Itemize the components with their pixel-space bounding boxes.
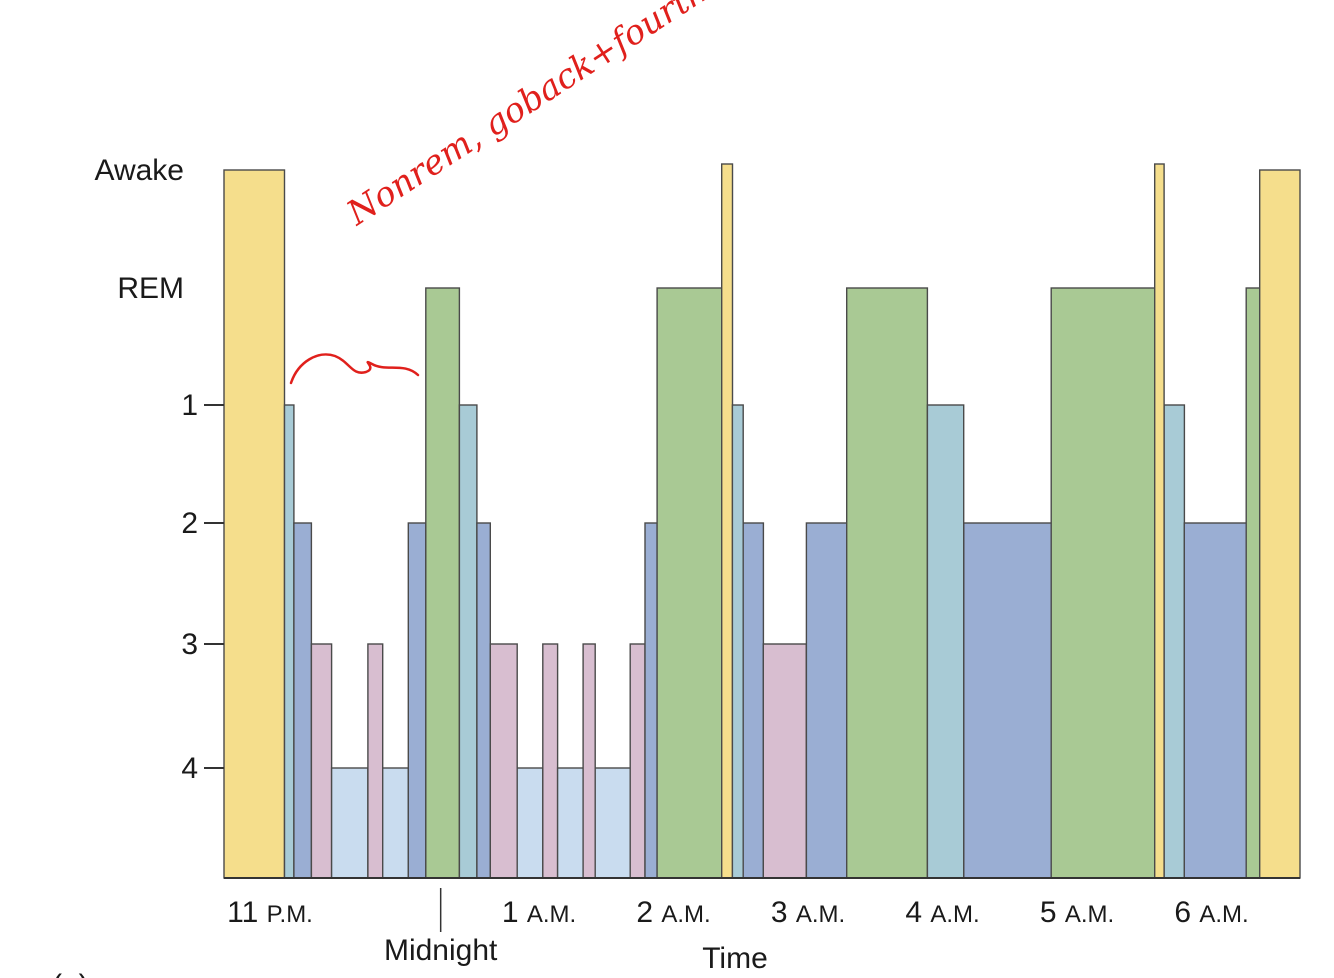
bars-layer bbox=[223, 163, 1301, 879]
bar-segment-3-17 bbox=[629, 643, 646, 879]
bar-segment-2-7 bbox=[407, 522, 427, 879]
bar-segment-2-18 bbox=[644, 522, 658, 879]
bar-segment-4-6 bbox=[382, 767, 410, 879]
x-axis-title: Time bbox=[702, 942, 768, 975]
bar-segment-awake-20 bbox=[721, 163, 734, 879]
y-label-rem: REM bbox=[117, 272, 184, 305]
y-label-1: 1 bbox=[181, 389, 198, 422]
x-tick-label-1: 1 A.M. bbox=[502, 896, 576, 929]
bar-segment-4-4 bbox=[330, 767, 369, 879]
bar-segment-1-1 bbox=[283, 404, 295, 879]
x-tick-label-2: 2 A.M. bbox=[636, 896, 710, 929]
axes-layer bbox=[204, 404, 1300, 932]
bar-segment-rem-8 bbox=[425, 287, 461, 879]
bar-segment-3-3 bbox=[310, 643, 333, 879]
bar-segment-rem-19 bbox=[656, 287, 723, 879]
bar-segment-4-16 bbox=[594, 767, 631, 879]
bar-segment-3-11 bbox=[489, 643, 518, 879]
bar-segment-rem-32 bbox=[1245, 287, 1261, 879]
y-label-4: 4 bbox=[181, 752, 198, 785]
bar-segment-3-5 bbox=[367, 643, 384, 879]
x-tick-label-0: 11 P.M. bbox=[227, 896, 313, 929]
bar-segment-1-9 bbox=[458, 404, 478, 879]
bar-segment-3-15 bbox=[582, 643, 596, 879]
bar-segment-1-30 bbox=[1163, 404, 1186, 879]
panel-label: (a) bbox=[52, 969, 89, 978]
bar-segment-awake-0 bbox=[223, 169, 286, 879]
x-labels-layer: 11 P.M. 1 A.M. 2 A.M. 3 A.M. 4 A.M. 5 A.M. 6 A… bbox=[227, 896, 1249, 967]
y-label-awake: Awake bbox=[94, 154, 184, 187]
y-label-2: 2 bbox=[181, 507, 198, 540]
bar-segment-2-22 bbox=[742, 522, 765, 879]
x-tick-label-5: 5 A.M. bbox=[1040, 896, 1114, 929]
bar-segment-3-23 bbox=[762, 643, 807, 879]
bar-segment-4-14 bbox=[556, 767, 584, 879]
bar-segment-2-31 bbox=[1183, 522, 1247, 879]
bar-segment-1-21 bbox=[731, 404, 744, 879]
x-tick-label-6: 6 A.M. bbox=[1174, 896, 1248, 929]
bar-segment-2-27 bbox=[963, 522, 1052, 879]
x-tick-label-3: 3 A.M. bbox=[771, 896, 845, 929]
y-label-3: 3 bbox=[181, 628, 198, 661]
x-tick-label-4: 4 A.M. bbox=[905, 896, 979, 929]
bar-segment-4-12 bbox=[516, 767, 544, 879]
y-labels-layer: Awake REM 1 2 3 4 bbox=[94, 154, 198, 785]
bar-segment-awake-33 bbox=[1258, 169, 1301, 879]
bar-segment-rem-28 bbox=[1050, 287, 1156, 879]
bar-segment-1-26 bbox=[926, 404, 965, 879]
bar-segment-2-2 bbox=[293, 522, 313, 879]
midnight-label: Midnight bbox=[384, 934, 498, 967]
bar-segment-rem-25 bbox=[846, 287, 929, 879]
bar-segment-2-10 bbox=[476, 522, 491, 879]
annotation-squiggle bbox=[289, 353, 420, 385]
bar-segment-3-13 bbox=[542, 643, 559, 879]
bar-segment-2-24 bbox=[805, 522, 848, 879]
bar-segment-awake-29 bbox=[1153, 163, 1165, 879]
